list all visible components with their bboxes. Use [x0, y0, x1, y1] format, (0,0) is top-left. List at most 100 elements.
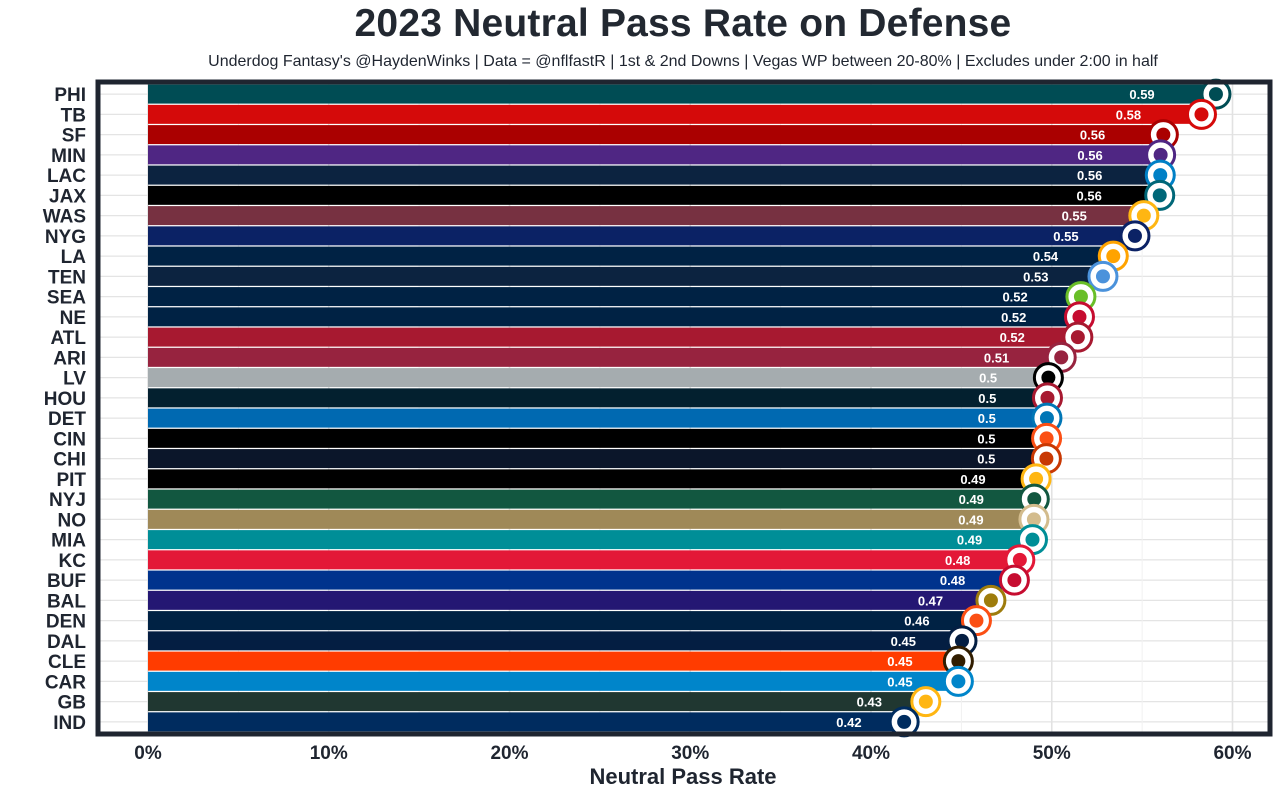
bar [148, 428, 1050, 448]
y-tick-label: DEN [46, 612, 86, 633]
value-label: 0.56 [1080, 128, 1105, 143]
y-tick-label: CAR [45, 672, 86, 693]
bar [148, 388, 1051, 408]
value-label: 0.49 [960, 472, 985, 487]
x-tick-label: 60% [1213, 743, 1251, 764]
bar [148, 226, 1138, 246]
bar [148, 104, 1205, 124]
y-tick-label: NYJ [49, 490, 86, 511]
team-logos [888, 78, 1232, 738]
team-logo [1185, 98, 1217, 130]
bar [148, 671, 962, 691]
bar [148, 570, 1018, 590]
bars [148, 84, 1219, 732]
value-label: 0.54 [1033, 249, 1059, 264]
team-logo [998, 564, 1030, 596]
y-tick-label: MIA [51, 531, 86, 552]
bar [148, 327, 1081, 347]
bar [148, 125, 1167, 145]
bar [148, 530, 1036, 550]
x-tick-label: 0% [134, 743, 162, 764]
bar [148, 550, 1023, 570]
team-logo [942, 665, 974, 697]
y-tick-label: KC [59, 551, 87, 572]
value-label: 0.48 [940, 573, 965, 588]
bar [148, 307, 1083, 327]
bar [148, 165, 1164, 185]
team-logo [1062, 321, 1094, 353]
y-tick-label: BAL [47, 591, 86, 612]
y-tick-label: LAC [47, 166, 86, 187]
value-label: 0.46 [904, 614, 929, 629]
bar [148, 590, 994, 610]
value-label: 0.59 [1129, 87, 1154, 102]
x-axis-title: Neutral Pass Rate [589, 764, 776, 789]
value-label: 0.55 [1053, 229, 1078, 244]
value-label: 0.56 [1077, 188, 1102, 203]
bar [148, 712, 908, 732]
chart-title: 2023 Neutral Pass Rate on Defense [354, 2, 1012, 45]
y-tick-label: PIT [56, 470, 86, 491]
value-label: 0.5 [977, 452, 995, 467]
y-tick-label: HOU [44, 389, 86, 410]
y-tick-label: NYG [45, 227, 86, 248]
y-tick-label: CIN [53, 429, 86, 450]
value-label: 0.45 [891, 634, 916, 649]
value-label: 0.48 [945, 553, 970, 568]
bar [148, 611, 980, 631]
value-label: 0.51 [984, 350, 1009, 365]
bar [148, 651, 962, 671]
y-tick-label: CHI [53, 450, 86, 471]
value-label: 0.43 [857, 695, 882, 710]
value-label: 0.49 [957, 533, 982, 548]
value-label: 0.56 [1077, 148, 1102, 163]
y-tick-label: PHI [54, 85, 86, 106]
bar [148, 408, 1050, 428]
x-tick-label: 10% [310, 743, 348, 764]
bar [148, 347, 1065, 367]
x-tick-label: 50% [1033, 743, 1071, 764]
y-tick-label: CLE [48, 652, 86, 673]
y-tick-label: TB [61, 105, 86, 126]
y-tick-label: TEN [48, 267, 86, 288]
bar [148, 469, 1040, 489]
value-label: 0.5 [978, 391, 996, 406]
y-tick-label: LV [63, 369, 86, 390]
x-tick-label: 30% [671, 743, 709, 764]
bar [148, 84, 1219, 104]
value-label: 0.45 [887, 654, 912, 669]
team-logo [1119, 220, 1151, 252]
plot-border [95, 79, 1273, 737]
value-label: 0.47 [918, 593, 943, 608]
y-tick-label: ATL [50, 328, 86, 349]
value-label: 0.5 [977, 431, 995, 446]
value-label: 0.52 [1002, 290, 1027, 305]
y-tick-label: SEA [47, 288, 86, 309]
bar [148, 509, 1037, 529]
x-tick-label: 20% [490, 743, 528, 764]
y-tick-label: SF [62, 126, 86, 147]
bar [148, 266, 1106, 286]
y-tick-label: BUF [47, 571, 86, 592]
value-labels: 0.59 0.58 0.56 0.56 0.56 0.56 0.55 0.55 0.54 0.53… [836, 87, 1154, 730]
value-label: 0.49 [958, 512, 983, 527]
bar [148, 368, 1052, 388]
y-tick-label: GB [58, 693, 87, 714]
value-label: 0.52 [1001, 310, 1026, 325]
y-tick-label: NO [58, 510, 87, 531]
team-logo [910, 686, 942, 718]
y-tick-label: DET [48, 409, 86, 430]
team-logo [1144, 179, 1176, 211]
chart-subtitle: Underdog Fantasy's @HaydenWinks | Data =… [208, 53, 1158, 70]
x-tick-labels: 0% 10% 20% 30% 40% 50% 60% [134, 743, 1251, 764]
y-tick-label: ARI [53, 348, 86, 369]
value-label: 0.53 [1023, 269, 1048, 284]
y-tick-label: NE [60, 308, 86, 329]
y-tick-labels: PHITBSFMINLACJAXWASNYGLATENSEANEATLARILV… [43, 85, 87, 734]
y-tick-label: JAX [49, 186, 86, 207]
bar [148, 692, 929, 712]
value-label: 0.49 [959, 492, 984, 507]
x-tick-label: 40% [852, 743, 890, 764]
bar [148, 287, 1084, 307]
